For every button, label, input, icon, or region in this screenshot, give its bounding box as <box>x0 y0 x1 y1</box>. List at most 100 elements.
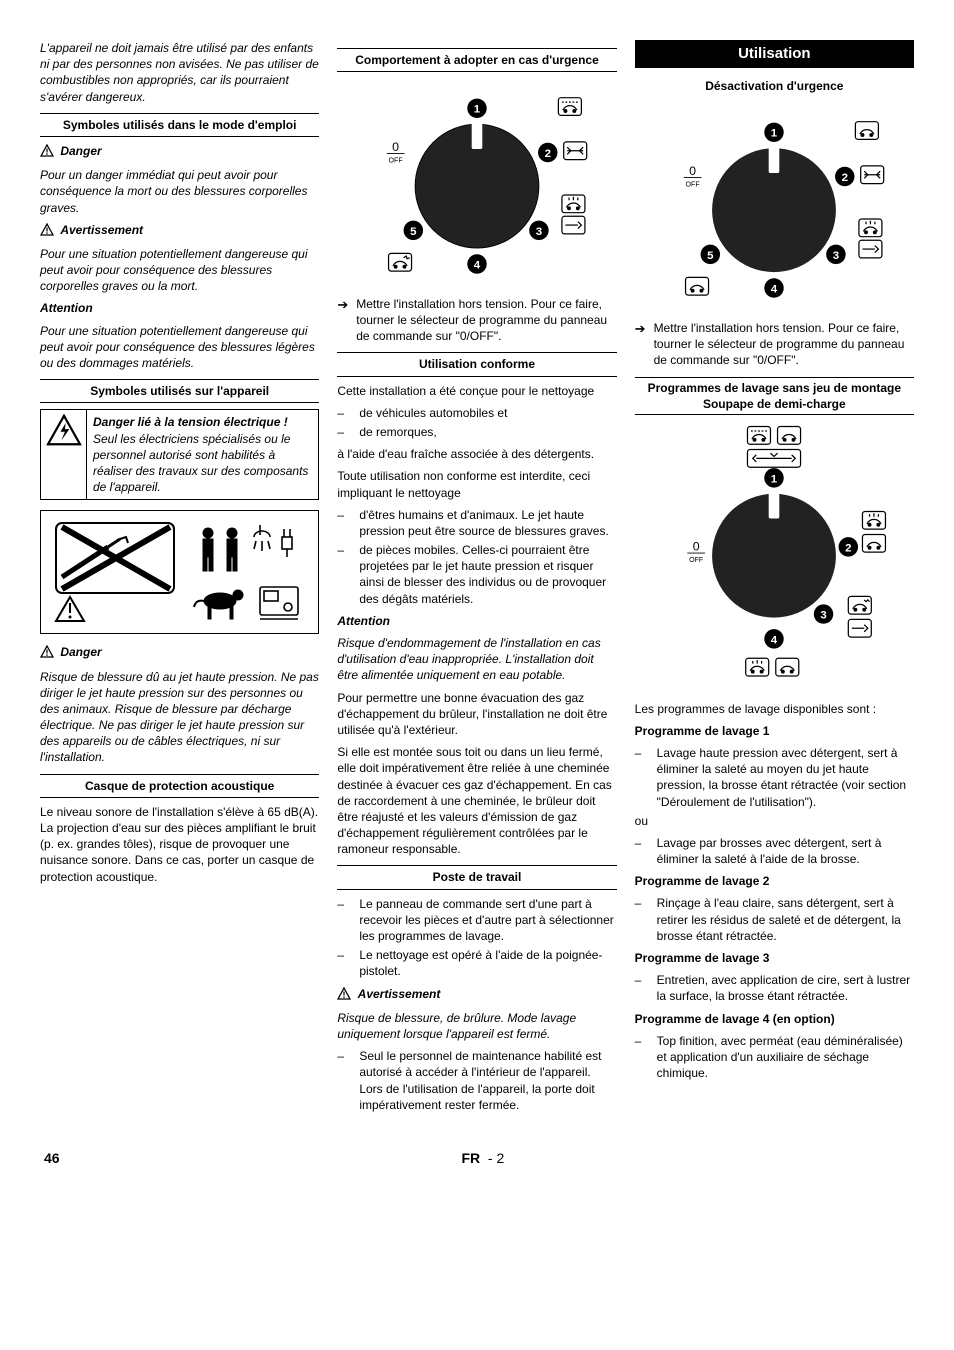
attention-text: Pour une situation potentiellement dange… <box>40 323 319 372</box>
poste-li1: Le panneau de commande sert d'une part à… <box>359 896 616 945</box>
footer-right-spacer <box>906 1149 910 1168</box>
conforme-li4: de pièces mobiles. Celles-ci pourraient … <box>359 542 616 607</box>
dial-label-2: 2 <box>545 148 551 160</box>
dial4-off-text: OFF <box>689 557 704 564</box>
heading-casque: Casque de protection acoustique <box>40 774 319 798</box>
attention2-label: Attention <box>337 613 616 629</box>
danger2-block: Danger <box>40 644 319 662</box>
avert-label: Avertissement <box>60 223 143 237</box>
poste-li3: Seul le personnel de maintenance habilit… <box>359 1048 616 1113</box>
prog3-li: Entretien, avec application de cire, ser… <box>657 972 914 1004</box>
warning-triangle-icon <box>40 223 54 240</box>
dial-label-4: 4 <box>474 260 481 272</box>
arrow-right-icon: ➔ <box>635 320 646 369</box>
column-1: L'appareil ne doit jamais être utilisé p… <box>40 40 319 1119</box>
prog-intro: Les programmes de lavage disponibles son… <box>635 701 914 717</box>
heading-conforme: Utilisation conforme <box>337 352 616 376</box>
arrow-right-icon: ➔ <box>337 296 348 345</box>
list-item: –Lavage par brosses avec détergent, sert… <box>635 835 914 867</box>
dial4-label: 4 <box>771 634 778 646</box>
list-item: –Lavage haute pression avec détergent, s… <box>635 745 914 810</box>
warning-triangle-icon <box>40 645 54 662</box>
heading-poste: Poste de travail <box>337 865 616 889</box>
danger2-label: Danger <box>60 645 101 659</box>
casque-text: Le niveau sonore de l'installation s'élè… <box>40 804 319 885</box>
dial-label-1: 1 <box>474 104 481 116</box>
prog2-li: Rinçage à l'eau claire, sans détergent, … <box>657 895 914 944</box>
voltage-icon-cell <box>41 410 87 499</box>
dial-label: 3 <box>833 250 839 262</box>
list-item: –de remorques, <box>337 424 616 440</box>
conforme-p2: à l'aide d'eau fraîche associée à des dé… <box>337 446 616 462</box>
dial-off-0: 0 <box>689 164 696 178</box>
dial4-label: 1 <box>771 473 778 485</box>
heading-utilisation: Utilisation <box>635 40 914 68</box>
warning-triangle-icon <box>337 987 351 1004</box>
heading-symbols-manual: Symboles utilisés dans le mode d'emploi <box>40 113 319 137</box>
page-columns: L'appareil ne doit jamais être utilisé p… <box>40 40 914 1119</box>
dial4-label: 3 <box>821 610 827 622</box>
attention2-text: Risque d'endommagement de l'installation… <box>337 635 616 684</box>
voltage-text-cell: Danger lié à la tension électrique ! Seu… <box>87 410 318 499</box>
dial-label: 1 <box>771 128 778 140</box>
prohibition-pictograms-icon <box>50 517 310 627</box>
conforme-li3: d'êtres humains et d'animaux. Le jet hau… <box>359 507 616 539</box>
danger2-text: Risque de blessure dû au jet haute press… <box>40 669 319 766</box>
conforme-p4: Pour permettre une bonne évacuation des … <box>337 690 616 739</box>
dial-label: 5 <box>707 250 714 262</box>
prog-ou: ou <box>635 813 914 829</box>
desact-step: ➔ Mettre l'installation hors tension. Po… <box>635 320 914 369</box>
avert-block: Avertissement <box>40 222 319 240</box>
conforme-intro: Cette installation a été conçue pour le … <box>337 383 616 399</box>
urgence-step: ➔ Mettre l'installation hors tension. Po… <box>337 296 616 345</box>
dial-label: 4 <box>771 284 778 296</box>
footer-center: FR - 2 <box>461 1149 504 1168</box>
prog1-li2: Lavage par brosses avec détergent, sert … <box>657 835 914 867</box>
program-dial-5-icon: 1 2 3 4 5 0 OFF <box>362 80 592 283</box>
voltage-text: Seul les électriciens spécialisés ou le … <box>93 431 312 496</box>
dial-label-5: 5 <box>410 226 417 238</box>
program-dial-4-icon: 1 2 3 4 0 OFF <box>659 423 889 688</box>
conforme-p3: Toute utilisation non conforme est inter… <box>337 468 616 500</box>
dial-desactivation: 1 2 3 4 5 0 OFF <box>635 104 914 312</box>
dial4-off-0: 0 <box>693 539 700 553</box>
list-item: –Le nettoyage est opéré à l'aide de la p… <box>337 947 616 979</box>
list-item: –Entretien, avec application de cire, se… <box>635 972 914 1004</box>
desact-step-text: Mettre l'installation hors tension. Pour… <box>654 320 914 369</box>
footer-subpage: - 2 <box>488 1150 504 1166</box>
dial4-label: 2 <box>845 542 851 554</box>
danger-text: Pour un danger immédiat qui peut avoir p… <box>40 167 319 216</box>
conforme-li2: de remorques, <box>359 424 436 440</box>
voltage-triangle-icon <box>46 414 82 446</box>
urgence-step-text: Mettre l'installation hors tension. Pour… <box>356 296 616 345</box>
list-item: –d'êtres humains et d'animaux. Le jet ha… <box>337 507 616 539</box>
attention-label: Attention <box>40 300 319 316</box>
conforme-li1: de véhicules automobiles et <box>359 405 507 421</box>
list-item: –Rinçage à l'eau claire, sans détergent,… <box>635 895 914 944</box>
footer-lang: FR <box>461 1150 480 1166</box>
dial-programmes: 1 2 3 4 0 OFF <box>635 423 914 693</box>
conforme-p5: Si elle est montée sous toit ou dans un … <box>337 744 616 857</box>
dial-off-text: OFF <box>389 157 404 164</box>
voltage-title: Danger lié à la tension électrique ! <box>93 414 312 430</box>
list-item: –de véhicules automobiles et <box>337 405 616 421</box>
heading-desactivation: Désactivation d'urgence <box>635 76 914 96</box>
dial-off-0: 0 <box>392 140 399 154</box>
dial-label: 2 <box>842 172 848 184</box>
intro-paragraph: L'appareil ne doit jamais être utilisé p… <box>40 40 319 105</box>
avert2-label: Avertissement <box>358 987 441 1001</box>
prog3-h: Programme de lavage 3 <box>635 950 914 966</box>
prog1-li: Lavage haute pression avec détergent, se… <box>657 745 914 810</box>
avert-text: Pour une situation potentiellement dange… <box>40 246 319 295</box>
avert2-block: Avertissement <box>337 986 616 1004</box>
prog4-li: Top finition, avec perméat (eau déminéra… <box>657 1033 914 1082</box>
poste-li2: Le nettoyage est opéré à l'aide de la po… <box>359 947 616 979</box>
column-2: Comportement à adopter en cas d'urgence … <box>337 40 616 1119</box>
list-item: –de pièces mobiles. Celles-ci pourraient… <box>337 542 616 607</box>
heading-urgence: Comportement à adopter en cas d'urgence <box>337 48 616 72</box>
heading-symbols-device: Symboles utilisés sur l'appareil <box>40 379 319 403</box>
dial-label-3: 3 <box>536 226 542 238</box>
voltage-warning-table: Danger lié à la tension électrique ! Seu… <box>40 409 319 500</box>
list-item: –Seul le personnel de maintenance habili… <box>337 1048 616 1113</box>
page-footer: 46 FR - 2 <box>40 1149 914 1168</box>
